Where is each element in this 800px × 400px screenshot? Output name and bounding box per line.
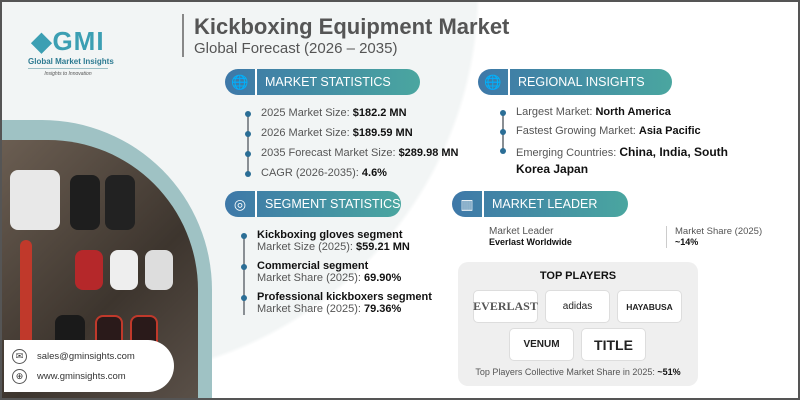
adidas-logo: adidas [545, 290, 610, 323]
bar-chart-icon: ▥ [452, 191, 484, 217]
market-share-info: Market Share (2025) ~14% [666, 226, 790, 248]
email-link[interactable]: sales@gminsights.com [37, 350, 135, 362]
globe-icon: ⊕ [12, 368, 27, 384]
section-title: SEGMENT STATISTICS [265, 197, 401, 211]
website-link[interactable]: www.gminsights.com [37, 370, 126, 382]
gmi-logo: ◆GMI Global Market Insights Insights to … [28, 26, 114, 77]
share-value: ~14% [675, 237, 699, 247]
leader-label: Market Leader [489, 226, 554, 237]
stat-2025-size: 2025 Market Size: $182.2 MN [245, 107, 459, 119]
stat-2026-size: 2026 Market Size: $189.59 MN [245, 127, 459, 139]
segment-item: Professional kickboxers segment Market Sh… [241, 291, 432, 315]
top-players-box: TOP PLAYERS EVERLAST adidas HAYABUSA VEN… [458, 262, 698, 386]
hayabusa-logo: HAYABUSA [617, 290, 682, 323]
section-title: MARKET LEADER [492, 197, 598, 211]
stat-2035-size: 2035 Forecast Market Size: $289.98 MN [245, 147, 459, 159]
title-logo: TITLE [581, 328, 646, 361]
stat-cagr: CAGR (2026-2035): 4.6% [245, 167, 459, 179]
regional-insights-header: 🌐 REGIONAL INSIGHTS [478, 69, 672, 95]
regional-insights-list: Largest Market: North America Fastest Gr… [500, 106, 756, 184]
segment-statistics-header: ◎ SEGMENT STATISTICS [225, 191, 401, 217]
target-chart-icon: ◎ [225, 191, 257, 217]
logo-name: Global Market Insights [28, 57, 114, 69]
emerging-countries: Emerging Countries: China, India, South … [500, 144, 756, 178]
segment-item: Kickboxing gloves segment Market Size (20… [241, 229, 432, 253]
venum-logo: VENUM [509, 328, 574, 361]
top-players-title: TOP PLAYERS [539, 270, 617, 282]
section-title: REGIONAL INSIGHTS [518, 75, 645, 89]
share-label: Market Share (2025) [675, 226, 763, 237]
logo-mark: ◆GMI [31, 26, 105, 56]
fastest-growing-market: Fastest Growing Market: Asia Pacific [500, 125, 756, 137]
globe-chart-icon: 🌐 [225, 69, 257, 95]
section-title: MARKET STATISTICS [265, 75, 391, 89]
header: Kickboxing Equipment Market Global Forec… [182, 14, 509, 57]
segment-item: Commercial segment Market Share (2025): 6… [241, 260, 432, 284]
page-title: Kickboxing Equipment Market [194, 14, 510, 39]
logo-tagline: Insights to Innovation [44, 71, 92, 77]
page-subtitle: Global Forecast (2026 – 2035) [194, 40, 398, 57]
market-leader-header: ▥ MARKET LEADER [452, 191, 628, 217]
email-icon: ✉ [12, 348, 27, 364]
globe-icon: 🌐 [478, 69, 510, 95]
everlast-logo: EVERLAST [473, 290, 538, 323]
market-statistics-header: 🌐 MARKET STATISTICS [225, 69, 420, 95]
leader-name: Everlast Worldwide [489, 237, 572, 247]
segment-statistics-list: Kickboxing gloves segment Market Size (20… [241, 229, 432, 321]
market-statistics-list: 2025 Market Size: $182.2 MN 2026 Market … [245, 107, 459, 185]
contact-box: ✉ sales@gminsights.com ⊕ www.gminsights.co… [4, 340, 174, 392]
largest-market: Largest Market: North America [500, 106, 756, 118]
top-players-share: Top Players Collective Market Share in 2… [475, 367, 681, 377]
market-leader-info: Market Leader Everlast Worldwide [489, 226, 572, 248]
